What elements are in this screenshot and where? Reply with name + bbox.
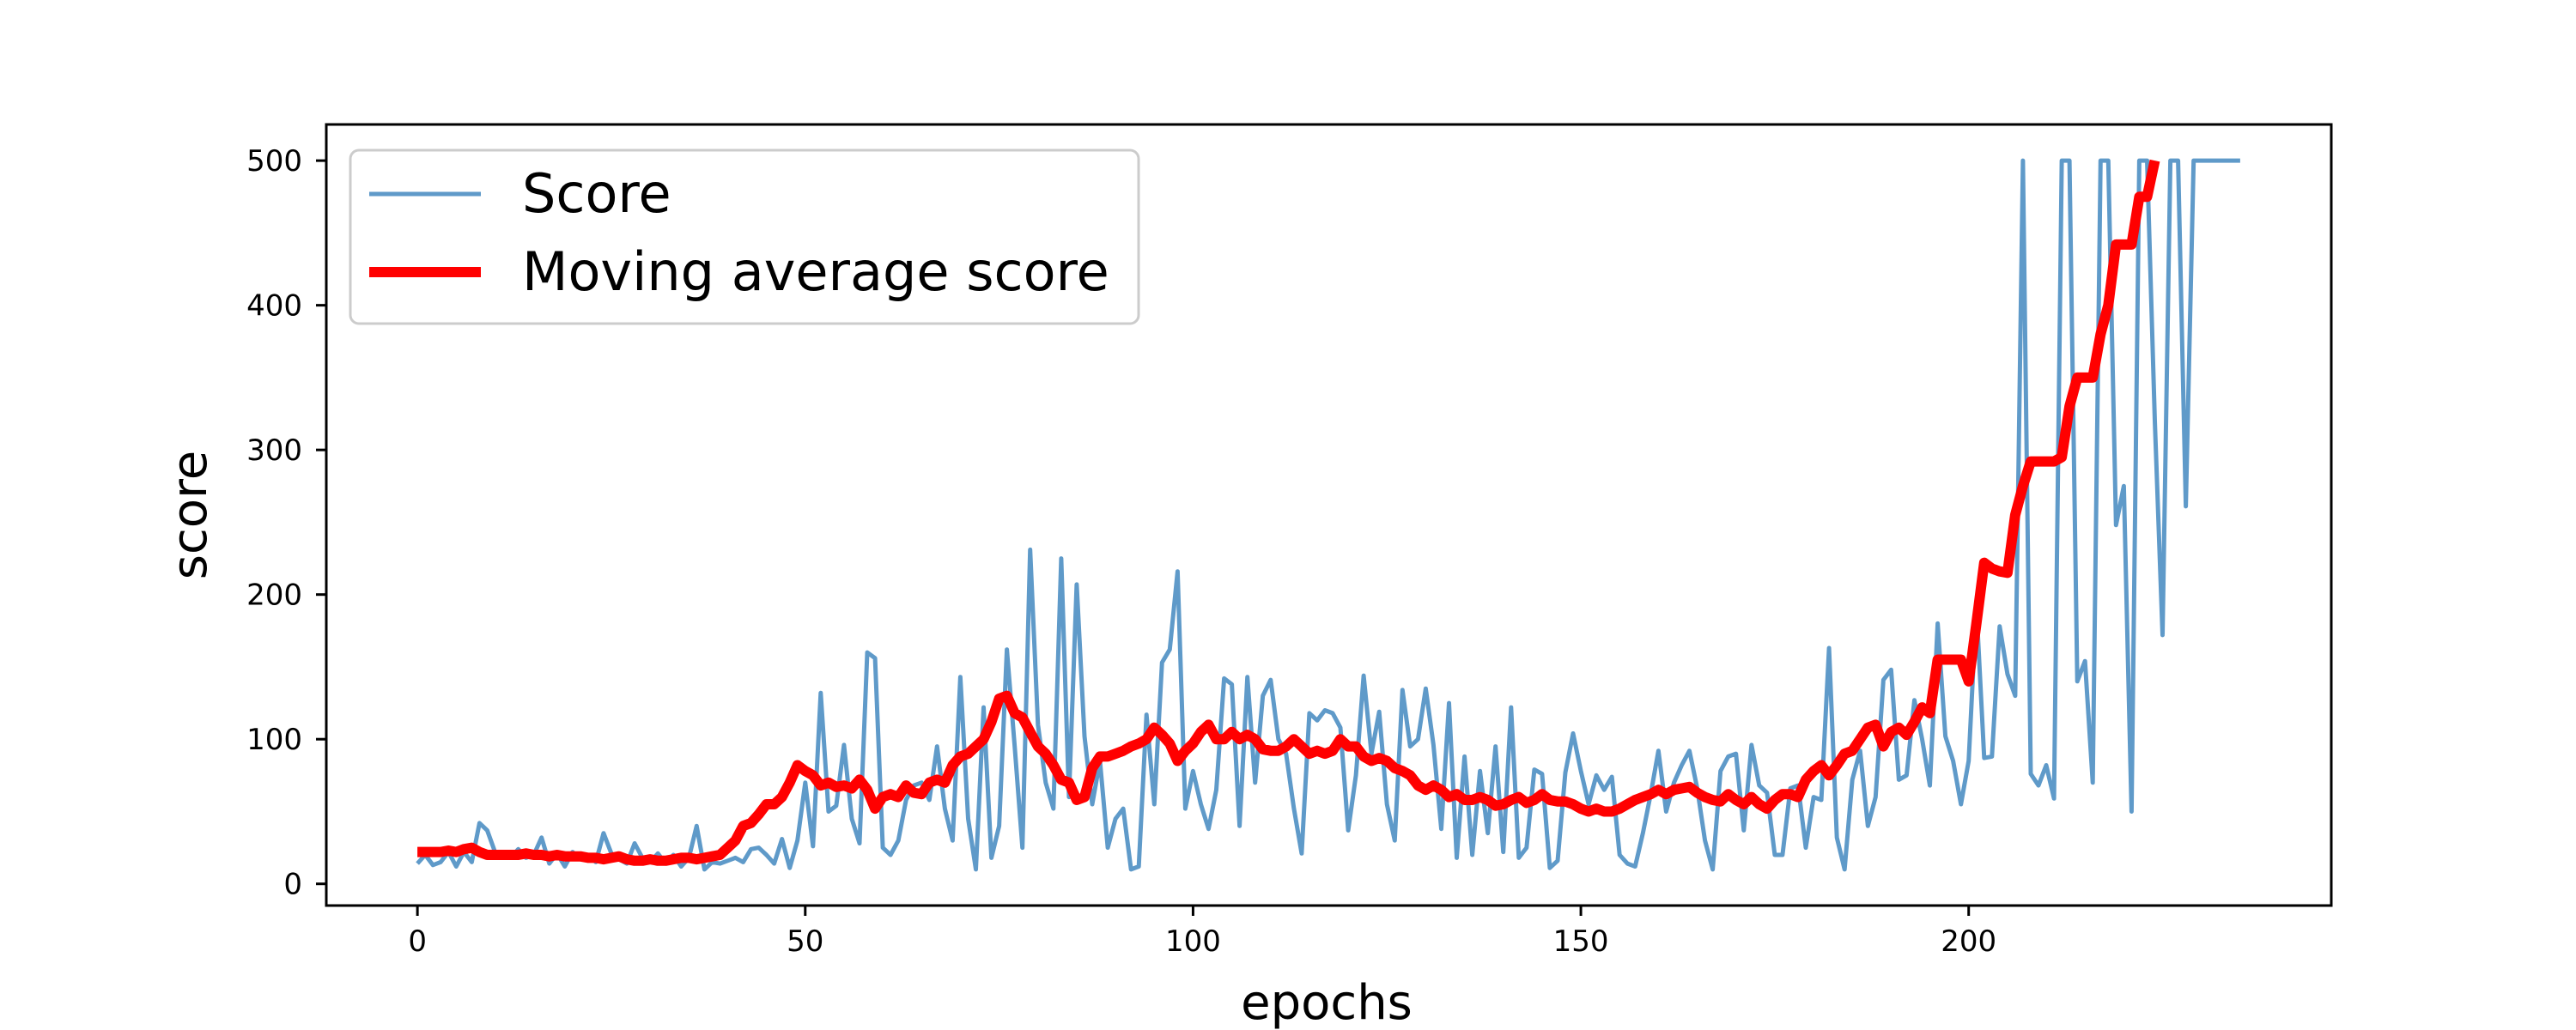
plot-marks — [416, 158, 2240, 872]
x-tick-label: 50 — [787, 924, 823, 959]
x-tick-label: 150 — [1553, 924, 1609, 959]
legend: Score Moving average score — [349, 148, 1140, 325]
y-tick-label: 300 — [246, 433, 302, 468]
y-axis-label: score — [162, 451, 218, 579]
axis-ticks: 0 50 100 150 200 0 100 200 300 400 500 — [246, 144, 1996, 959]
legend-label-score: Score — [522, 162, 671, 225]
x-tick-label: 200 — [1941, 924, 1996, 959]
series-line-score — [416, 158, 2240, 872]
x-tick-label: 0 — [408, 924, 427, 959]
plot-frame — [325, 123, 2333, 907]
y-tick-label: 400 — [246, 289, 302, 324]
y-tick-label: 200 — [246, 579, 302, 613]
legend-label-moving-average: Moving average score — [522, 240, 1109, 303]
y-tick-label: 500 — [246, 144, 302, 179]
legend-frame — [349, 148, 1140, 325]
y-tick-label: 0 — [283, 868, 302, 902]
series-line-moving-average — [417, 159, 2160, 866]
x-tick-label: 100 — [1165, 924, 1221, 959]
y-tick-label: 100 — [246, 723, 302, 757]
x-axis-label: epochs — [1241, 975, 1413, 1030]
